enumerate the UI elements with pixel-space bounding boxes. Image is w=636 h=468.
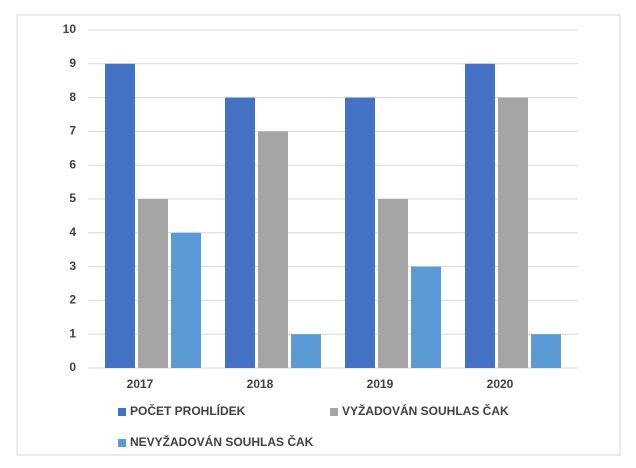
bar [225, 97, 255, 368]
y-tick-label: 6 [69, 157, 76, 171]
y-tick-label: 4 [69, 225, 76, 239]
y-tick-label: 7 [69, 124, 76, 138]
x-tick-label: 2019 [367, 377, 394, 391]
y-tick-label: 2 [69, 293, 76, 307]
x-tick-label: 2017 [127, 377, 154, 391]
legend-swatch [330, 408, 338, 416]
y-tick-label: 8 [69, 90, 76, 104]
y-tick-label: 3 [69, 259, 76, 273]
x-tick-label: 2018 [247, 377, 274, 391]
x-tick-label: 2020 [487, 377, 514, 391]
legend-swatch [118, 408, 126, 416]
y-tick-label: 5 [69, 191, 76, 205]
y-tick-label: 0 [69, 360, 76, 374]
bar [498, 97, 528, 368]
bar [105, 63, 135, 369]
y-tick-label: 1 [69, 326, 76, 340]
bar [465, 63, 495, 369]
legend-label: POČET PROHLÍDEK [130, 403, 246, 418]
bar [411, 266, 441, 368]
y-tick-label: 10 [63, 22, 77, 36]
legend-label: VYŽADOVÁN SOUHLAS ČAK [342, 403, 509, 418]
bar [378, 199, 408, 368]
bar [531, 334, 561, 368]
bar [138, 199, 168, 368]
y-tick-label: 9 [69, 56, 76, 70]
legend-swatch [118, 439, 126, 447]
bar [171, 232, 201, 368]
bar [258, 131, 288, 368]
bar [345, 97, 375, 368]
bar [291, 334, 321, 368]
legend-label: NEVYŽADOVÁN SOUHLAS ČAK [130, 434, 314, 449]
